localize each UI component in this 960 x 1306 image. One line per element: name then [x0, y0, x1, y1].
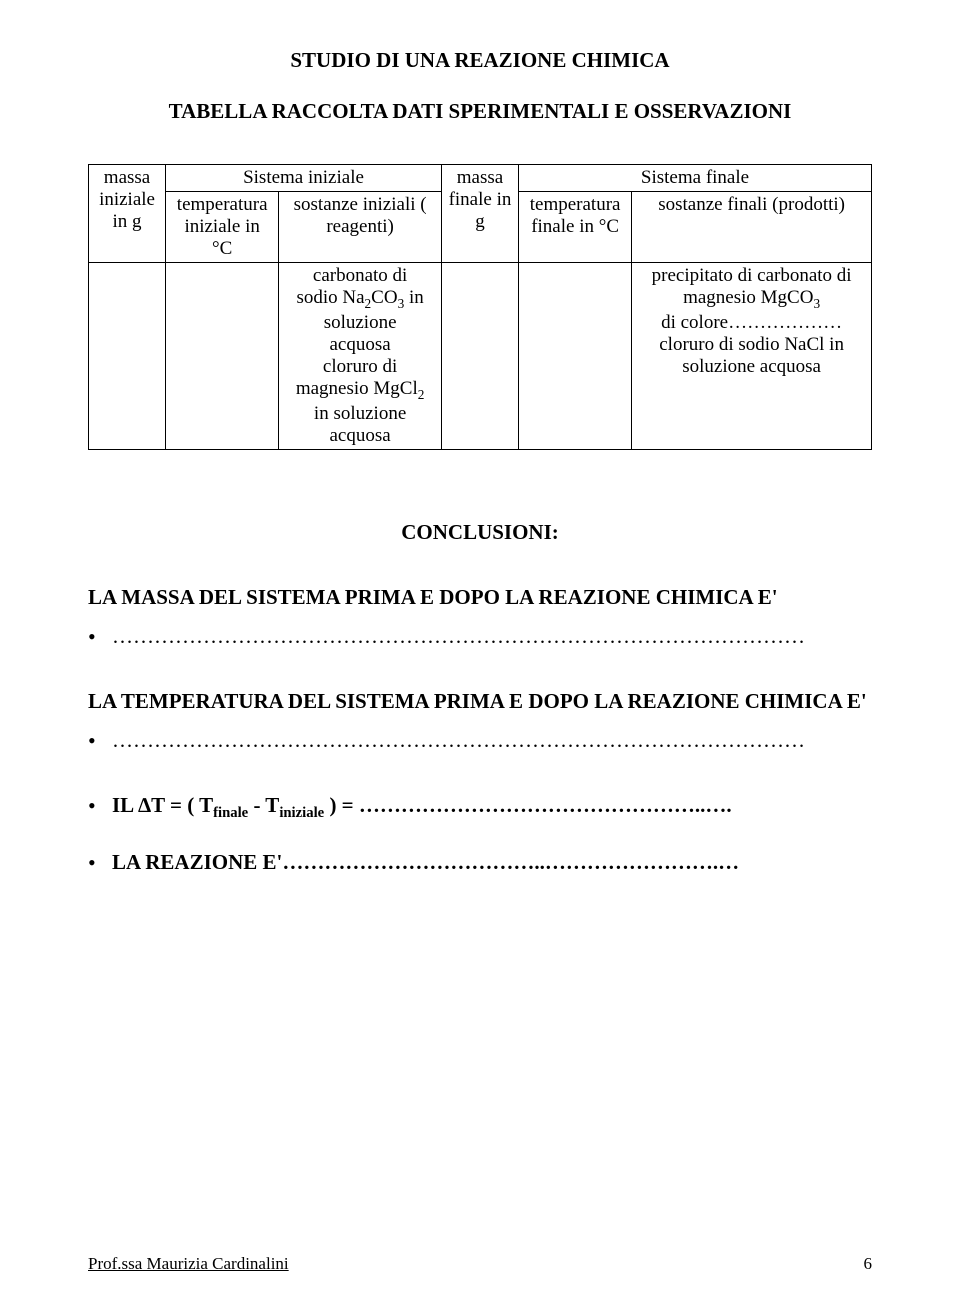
cell-massa-finale: [441, 263, 518, 450]
cell-temp-iniziale: [166, 263, 279, 450]
text: cloruro di sodio NaCl in: [659, 334, 844, 355]
subscript: iniziale: [279, 805, 324, 821]
q3-line: IL ∆T = ( Tfinale - Tiniziale ) = …………………: [112, 793, 872, 822]
page-subtitle: TABELLA RACCOLTA DATI SPERIMENTALI E OSS…: [88, 99, 872, 124]
q2-answer-line: ………………………………………………………………………………………: [112, 728, 872, 753]
col-temp-iniziale: temperatura iniziale in °C: [166, 192, 279, 263]
table-row: carbonato di sodio Na 2 CO 3 in soluzione a…: [89, 263, 872, 450]
col-sostanze-iniziali: sostanze iniziali ( reagenti): [279, 192, 442, 263]
col-massa-iniziale: massa iniziale in g: [89, 165, 166, 263]
q2-heading: LA TEMPERATURA DEL SISTEMA PRIMA E DOPO …: [88, 689, 872, 714]
cell-massa-iniziale: [89, 263, 166, 450]
q4-line: LA REAZIONE E'………………………………..…………………….…: [112, 850, 872, 875]
col-temp-finale: temperatura finale in °C: [518, 192, 631, 263]
page-title: STUDIO DI UNA REAZIONE CHIMICA: [88, 48, 872, 73]
sistema-iniziale-header: Sistema iniziale: [166, 165, 442, 192]
page-footer: Prof.ssa Maurizia Cardinalini 6: [88, 1254, 872, 1274]
text: in soluzione: [314, 403, 406, 424]
conclusioni-heading: CONCLUSIONI:: [88, 520, 872, 545]
text: in: [404, 287, 424, 308]
text: magnesio MgCO: [683, 287, 813, 308]
footer-page-number: 6: [864, 1254, 873, 1274]
subscript: finale: [213, 805, 248, 821]
q1-answer-line: ………………………………………………………………………………………: [112, 624, 872, 649]
table-row: massa iniziale in g Sistema iniziale mas…: [89, 165, 872, 192]
text: carbonato di: [313, 265, 407, 286]
q1-heading: LA MASSA DEL SISTEMA PRIMA E DOPO LA REA…: [88, 585, 872, 610]
text: acquosa: [330, 334, 391, 355]
subscript: 3: [813, 296, 820, 311]
text: soluzione acquosa: [682, 356, 821, 377]
text: - T: [248, 793, 279, 817]
subscript: 2: [418, 387, 425, 402]
text: magnesio MgCl: [296, 378, 418, 399]
text: soluzione: [324, 312, 397, 333]
text: CO: [371, 287, 397, 308]
text: acquosa: [330, 425, 391, 446]
col-massa-finale: massa finale in g: [441, 165, 518, 263]
data-table: massa iniziale in g Sistema iniziale mas…: [88, 164, 872, 450]
cell-temp-finale: [518, 263, 631, 450]
footer-author: Prof.ssa Maurizia Cardinalini: [88, 1254, 289, 1274]
cell-sostanze-iniziali: carbonato di sodio Na2CO3 in soluzione a…: [279, 263, 442, 450]
text: LA REAZIONE E'………………………………..…………………….…: [112, 850, 739, 874]
col-sostanze-finali: sostanze finali (prodotti): [632, 192, 872, 263]
text: precipitato di carbonato di: [652, 265, 852, 286]
text: IL ∆T = ( T: [112, 793, 213, 817]
text: di colore………………: [661, 312, 842, 333]
text: ) = …………………………………………..….: [324, 793, 731, 817]
cell-sostanze-finali: precipitato di carbonato di magnesio MgC…: [632, 263, 872, 450]
sistema-finale-header: Sistema finale: [518, 165, 871, 192]
text: cloruro di: [323, 356, 397, 377]
text: sodio Na: [296, 287, 364, 308]
